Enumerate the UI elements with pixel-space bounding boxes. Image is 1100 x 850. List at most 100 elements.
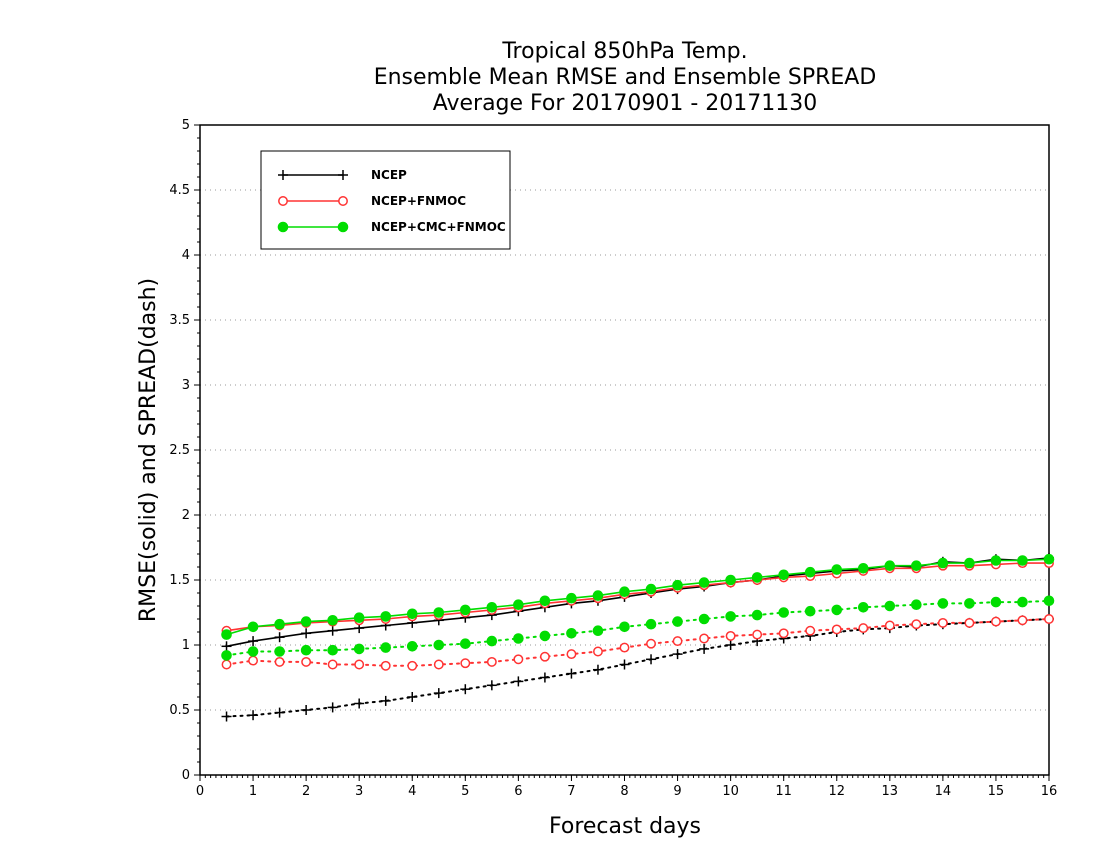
series-ncep-cmc-fnmoc (221, 553, 1055, 661)
spread-point (672, 616, 683, 627)
y-tick-label: 5 (182, 118, 190, 133)
spread-point (646, 654, 657, 665)
spread-point (672, 649, 683, 660)
spread-point (566, 649, 577, 660)
chart-title: Tropical 850hPa Temp. Ensemble Mean RMSE… (374, 39, 877, 116)
spread-point (751, 609, 763, 621)
spread-point (407, 660, 418, 671)
legend-item-ncep-fnmoc: NCEP+FNMOC (278, 194, 466, 208)
rmse-point (539, 595, 551, 607)
spread-point (778, 607, 789, 618)
x-tick-label: 3 (355, 784, 363, 799)
spread-point (1043, 595, 1055, 607)
spread-point (619, 621, 630, 633)
y-tick-label: 2.5 (169, 443, 190, 458)
spread-point (592, 625, 604, 637)
legend-marker (277, 221, 289, 233)
spread-point (592, 664, 603, 675)
x-tick-label: 8 (620, 784, 628, 799)
rmse-point (460, 604, 471, 616)
spread-point (831, 624, 842, 635)
y-tick-label: 4 (182, 248, 190, 263)
legend-marker (278, 196, 288, 206)
spread-point (274, 707, 285, 718)
title-line-3: Average For 20170901 - 20171130 (433, 91, 818, 116)
rmse-point (672, 579, 683, 591)
rmse-point (221, 641, 232, 652)
spread-point (1017, 615, 1028, 626)
rmse-point (433, 607, 445, 618)
title-line-2: Ensemble Mean RMSE and Ensemble SPREAD (374, 65, 877, 90)
spread-point (566, 668, 577, 679)
spread-point (778, 628, 789, 639)
spread-point (380, 695, 391, 706)
spread-point (725, 640, 736, 650)
rmse-point (300, 616, 312, 627)
rmse-line-ncep (226, 557, 1050, 648)
x-tick-label: 4 (408, 784, 416, 799)
x-tick-label: 15 (988, 784, 1005, 799)
spread-point (672, 636, 683, 647)
rmse-point (566, 592, 577, 604)
spread-point (327, 644, 338, 656)
spread-point (937, 598, 949, 609)
spread-point (354, 698, 365, 709)
axes: 00.511.522.533.544.550 1 2 3 4 5 6 7 8 9 10 11 12 13 1… (169, 118, 1057, 799)
spread-point (911, 619, 922, 630)
rmse-point (301, 628, 312, 639)
spread-point (699, 643, 710, 654)
rmse-point (513, 599, 524, 611)
rmse-point (698, 577, 710, 588)
legend-box (260, 150, 511, 250)
spread-point (486, 680, 497, 691)
spread-point (539, 672, 550, 683)
series-layer (221, 552, 1055, 722)
x-tick-label: 12 (828, 784, 845, 799)
rmse-point (247, 621, 259, 633)
spread-point (831, 604, 843, 616)
y-tick-label: 2 (182, 508, 190, 523)
spread-point (406, 641, 418, 652)
rmse-point (1017, 555, 1028, 566)
rmse-point (911, 560, 922, 572)
series-ncep (221, 552, 1054, 722)
rmse-point (937, 557, 949, 569)
spread-point (699, 633, 710, 644)
rmse-point (221, 629, 232, 640)
legend-marker (337, 221, 349, 233)
title-line-1: Tropical 850hPa Temp. (501, 39, 747, 64)
spread-point (433, 639, 445, 651)
rmse-point (486, 602, 498, 613)
spread-point (300, 644, 312, 656)
rmse-point (327, 625, 338, 636)
rmse-point (406, 608, 418, 620)
y-tick-label: 4.5 (169, 183, 190, 198)
spread-point (354, 659, 365, 670)
rmse-point (964, 557, 975, 569)
spread-point (247, 646, 259, 657)
spread-point (513, 676, 524, 687)
rmse-line-ncep-fnmoc (226, 562, 1049, 632)
spread-point (911, 599, 922, 611)
spread-point (380, 660, 391, 671)
spread-point (539, 651, 550, 662)
spread-point (805, 625, 816, 636)
spread-point (433, 659, 444, 670)
spread-point (964, 598, 975, 609)
spread-point (301, 705, 312, 715)
y-tick-label: 0 (182, 768, 190, 783)
legend-label: NCEP+CMC+FNMOC (371, 220, 506, 234)
rmse-point (645, 583, 657, 595)
x-tick-label: 1 (249, 784, 257, 799)
rmse-point (592, 590, 604, 601)
spread-point (327, 659, 338, 670)
rmse-point (831, 564, 843, 575)
series-ncep-fnmoc (221, 558, 1054, 671)
y-tick-label: 3.5 (169, 313, 190, 328)
rmse-point (990, 555, 1002, 566)
y-tick-label: 1 (182, 638, 190, 653)
spread-point (513, 654, 524, 665)
spread-point (698, 613, 710, 625)
spread-point (752, 629, 763, 640)
